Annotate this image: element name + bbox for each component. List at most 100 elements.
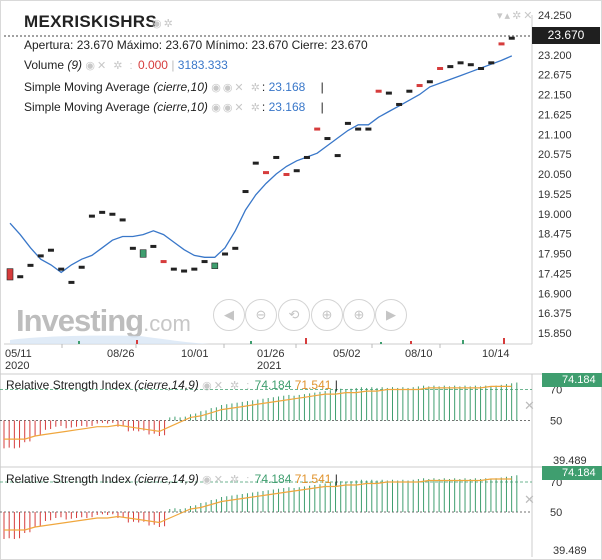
reset-button[interactable]: ⟲ — [278, 299, 310, 331]
candle — [58, 267, 65, 271]
x-tick-label: 01/26 — [257, 348, 285, 360]
rsi2-price-box: 74.184 — [542, 466, 602, 480]
volume-controls[interactable]: ◉✕ ✲ : — [85, 60, 135, 72]
high-value: 23.670 — [165, 38, 203, 52]
rsi2-close-icon[interactable]: ✕ — [524, 492, 535, 507]
candle — [303, 155, 310, 159]
gear-icon[interactable]: ✲ — [163, 18, 175, 30]
up-icon[interactable]: ▴ — [504, 10, 513, 22]
x-tick-label: 10/01 — [181, 348, 209, 360]
sma2-value: 23.168 — [268, 100, 306, 114]
sma1-label: Simple Moving Average — [24, 80, 150, 94]
candle — [68, 280, 75, 284]
candle — [37, 254, 44, 258]
volume-label: Volume — [24, 58, 65, 72]
y-tick-label: 22.675 — [538, 70, 572, 82]
y-tick-label: 21.100 — [538, 129, 572, 141]
title-controls[interactable]: ◉✲ — [152, 17, 175, 30]
x-tick-label: 08/10 — [405, 348, 433, 360]
candle — [232, 246, 239, 250]
candle — [242, 190, 249, 194]
rsi-tick-label: 70 — [550, 477, 562, 489]
candle — [252, 161, 259, 165]
candle — [344, 121, 351, 125]
candle — [508, 36, 515, 40]
rsi2-value: 74.184 — [254, 472, 292, 486]
rsi2-signal-value: 71.541 — [294, 472, 332, 486]
x-tick-year: 2021 — [257, 360, 281, 372]
candle — [6, 268, 14, 281]
y-tick-label: 21.625 — [538, 109, 572, 121]
zoom-in-button[interactable]: ⊕ — [311, 299, 343, 331]
volume-bar — [503, 338, 505, 344]
scroll-right-button[interactable]: ▶ — [375, 299, 407, 331]
candle — [478, 67, 485, 70]
sma2-controls[interactable]: ◉◉✕ ✲ — [211, 102, 262, 114]
candle — [416, 84, 423, 88]
rsi2-legend[interactable]: Relative Strength Index (cierre,14,9) ◉✕… — [6, 472, 338, 486]
candle — [406, 89, 413, 93]
candle — [488, 61, 495, 65]
candle — [314, 127, 321, 131]
y-tick-label: 23.200 — [538, 50, 572, 62]
settings-icon[interactable]: ✲ — [512, 10, 524, 22]
candle — [78, 265, 85, 269]
rsi-signal-line — [4, 478, 512, 531]
scroll-left-button[interactable]: ◀ — [213, 299, 245, 331]
open-label: Apertura: — [24, 38, 74, 52]
volume-area — [10, 335, 210, 344]
volume-param: (9) — [67, 58, 83, 72]
sma2-legend[interactable]: Simple Moving Average (cierre,10) ◉◉✕ ✲:… — [24, 100, 324, 114]
close-label: Cierre: — [291, 38, 328, 52]
candle — [375, 89, 382, 93]
rsi2-controls[interactable]: ◉✕ ✲ : — [202, 474, 252, 486]
open-value: 23.670 — [76, 38, 114, 52]
candle — [181, 269, 188, 273]
candle — [263, 171, 269, 175]
candle — [139, 249, 147, 258]
candle — [47, 248, 54, 252]
rsi-tick-label: 70 — [550, 385, 562, 397]
eye-icon[interactable]: ◉ — [152, 18, 164, 30]
candle — [283, 173, 290, 176]
candle — [222, 252, 229, 256]
volume-legend[interactable]: Volume (9) ◉✕ ✲ : 0.000 | 3183.333 — [24, 58, 228, 72]
y-tick-label: 15.850 — [538, 328, 572, 340]
volume-bar — [78, 341, 80, 344]
rsi1-legend[interactable]: Relative Strength Index (cierre,14,9) ◉✕… — [6, 378, 338, 392]
y-tick-label: 19.525 — [538, 189, 572, 201]
chevron-down-icon[interactable]: ▾ — [497, 10, 505, 22]
volume-value-2: 3183.333 — [177, 58, 228, 72]
low-label: Mínimo: — [205, 38, 249, 52]
rsi1-price-box: 74.184 — [542, 373, 602, 387]
candle — [17, 275, 24, 279]
candle — [129, 246, 136, 250]
y-tick-label: 22.150 — [538, 90, 572, 102]
candle — [273, 155, 280, 159]
candle — [324, 137, 331, 141]
rsi1-controls[interactable]: ◉✕ ✲ : — [202, 380, 252, 392]
sma-line — [9, 55, 513, 274]
x-tick-label: 05/02 — [333, 348, 361, 360]
x-tick-year: 2020 — [5, 360, 29, 372]
rsi1-close-icon[interactable]: ✕ — [524, 398, 535, 413]
rsi-tick-label: 50 — [550, 416, 562, 428]
zoom-out-button[interactable]: ⊖ — [245, 299, 277, 331]
rsi-signal-line — [4, 385, 512, 440]
close-icon[interactable]: ✕ — [523, 10, 535, 22]
sma1-legend[interactable]: Simple Moving Average (cierre,10) ◉◉✕ ✲:… — [24, 80, 324, 94]
volume-bar — [462, 340, 464, 344]
zoom-in-alt-button[interactable]: ⊕ — [343, 299, 375, 331]
sma2-param: (cierre,10) — [153, 100, 208, 114]
y-tick-label: 20.050 — [538, 169, 572, 181]
sma1-controls[interactable]: ◉◉✕ ✲ — [211, 82, 262, 94]
y-tick-label: 24.250 — [538, 10, 572, 22]
rsi-tick-label: 39.489 — [553, 545, 587, 557]
volume-bar — [250, 341, 252, 344]
volume-value-1: 0.000 — [137, 58, 168, 72]
candle — [437, 67, 444, 70]
candle — [119, 218, 126, 222]
panel-controls[interactable]: ▾▴✲✕ — [497, 9, 535, 22]
candle — [88, 214, 95, 218]
